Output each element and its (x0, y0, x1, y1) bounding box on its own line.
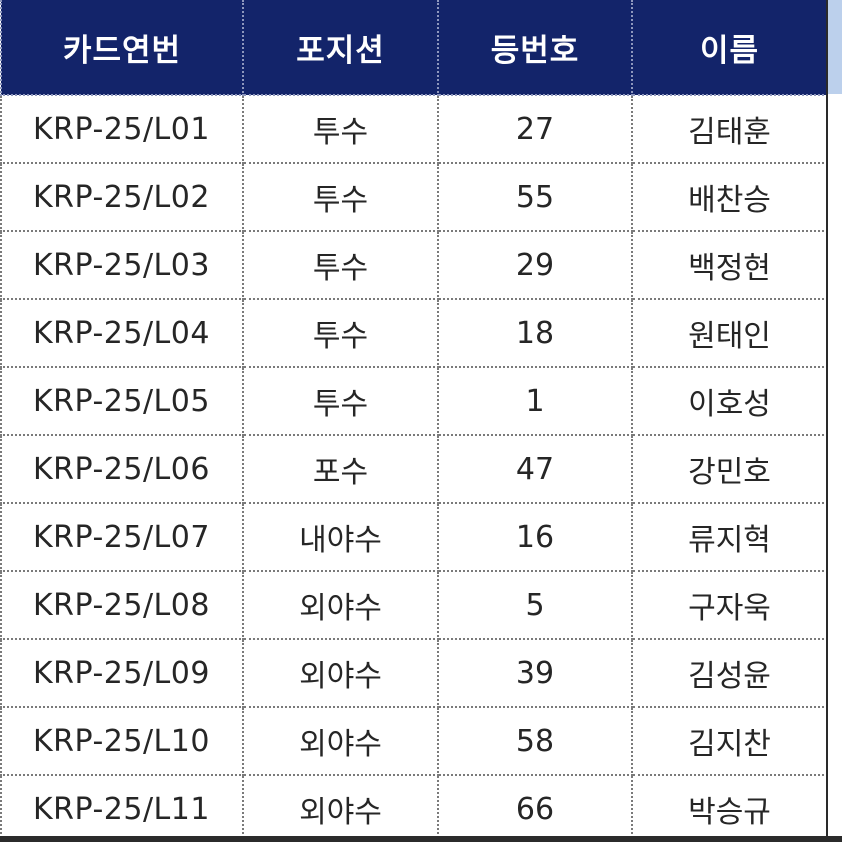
cell-jersey-number[interactable]: 16 (437, 503, 633, 572)
next-column-cells[interactable] (826, 94, 842, 842)
table-row: KRP-25/L10 외야수 58 김지찬 (0, 707, 828, 776)
cell-position[interactable]: 투수 (242, 163, 439, 232)
cell-position[interactable]: 투수 (242, 231, 439, 300)
header-name[interactable]: 이름 (631, 0, 828, 96)
cell-player-name[interactable]: 강민호 (631, 435, 828, 504)
cell-position[interactable]: 내야수 (242, 503, 439, 572)
cell-player-name[interactable]: 김지찬 (631, 707, 828, 776)
cell-jersey-number[interactable]: 29 (437, 231, 633, 300)
cell-player-name[interactable]: 원태인 (631, 299, 828, 368)
cell-player-name[interactable]: 박승규 (631, 775, 828, 842)
table-row: KRP-25/L11 외야수 66 박승규 (0, 775, 828, 842)
cell-card-number[interactable]: KRP-25/L10 (0, 707, 244, 776)
cell-position[interactable]: 외야수 (242, 639, 439, 708)
header-position[interactable]: 포지션 (242, 0, 439, 96)
cell-jersey-number[interactable]: 27 (437, 95, 633, 164)
cell-card-number[interactable]: KRP-25/L02 (0, 163, 244, 232)
cell-position[interactable]: 외야수 (242, 571, 439, 640)
cell-player-name[interactable]: 백정현 (631, 231, 828, 300)
cell-card-number[interactable]: KRP-25/L04 (0, 299, 244, 368)
table-row: KRP-25/L01 투수 27 김태훈 (0, 95, 828, 164)
table-row: KRP-25/L06 포수 47 강민호 (0, 435, 828, 504)
cell-position[interactable]: 투수 (242, 367, 439, 436)
cell-position[interactable]: 투수 (242, 299, 439, 368)
cell-card-number[interactable]: KRP-25/L06 (0, 435, 244, 504)
cell-card-number[interactable]: KRP-25/L08 (0, 571, 244, 640)
table-header: 카드연번 포지션 등번호 이름 (0, 0, 828, 96)
cell-position[interactable]: 외야수 (242, 707, 439, 776)
bottom-border (0, 836, 842, 842)
header-row: 카드연번 포지션 등번호 이름 (0, 0, 828, 96)
cell-jersey-number[interactable]: 18 (437, 299, 633, 368)
table-row: KRP-25/L03 투수 29 백정현 (0, 231, 828, 300)
cell-card-number[interactable]: KRP-25/L01 (0, 95, 244, 164)
cell-position[interactable]: 포수 (242, 435, 439, 504)
cell-player-name[interactable]: 김태훈 (631, 95, 828, 164)
cell-player-name[interactable]: 류지혁 (631, 503, 828, 572)
cell-jersey-number[interactable]: 39 (437, 639, 633, 708)
cell-card-number[interactable]: KRP-25/L03 (0, 231, 244, 300)
header-card-number[interactable]: 카드연번 (0, 0, 244, 96)
cell-jersey-number[interactable]: 66 (437, 775, 633, 842)
cell-position[interactable]: 외야수 (242, 775, 439, 842)
cell-jersey-number[interactable]: 5 (437, 571, 633, 640)
table-row: KRP-25/L08 외야수 5 구자욱 (0, 571, 828, 640)
table-row: KRP-25/L02 투수 55 배찬승 (0, 163, 828, 232)
cell-position[interactable]: 투수 (242, 95, 439, 164)
cell-player-name[interactable]: 구자욱 (631, 571, 828, 640)
cell-card-number[interactable]: KRP-25/L09 (0, 639, 244, 708)
cell-jersey-number[interactable]: 47 (437, 435, 633, 504)
cell-player-name[interactable]: 김성윤 (631, 639, 828, 708)
header-jersey-number[interactable]: 등번호 (437, 0, 633, 96)
cell-card-number[interactable]: KRP-25/L05 (0, 367, 244, 436)
next-column-header[interactable] (826, 0, 842, 94)
cell-card-number[interactable]: KRP-25/L07 (0, 503, 244, 572)
table-row: KRP-25/L07 내야수 16 류지혁 (0, 503, 828, 572)
table-row: KRP-25/L09 외야수 39 김성윤 (0, 639, 828, 708)
cell-player-name[interactable]: 배찬승 (631, 163, 828, 232)
table-row: KRP-25/L04 투수 18 원태인 (0, 299, 828, 368)
table-body: KRP-25/L01 투수 27 김태훈 KRP-25/L02 투수 55 배찬승 KRP-25… (0, 95, 828, 842)
cell-jersey-number[interactable]: 58 (437, 707, 633, 776)
cell-jersey-number[interactable]: 55 (437, 163, 633, 232)
cell-jersey-number[interactable]: 1 (437, 367, 633, 436)
cell-card-number[interactable]: KRP-25/L11 (0, 775, 244, 842)
table-row: KRP-25/L05 투수 1 이호성 (0, 367, 828, 436)
cell-player-name[interactable]: 이호성 (631, 367, 828, 436)
